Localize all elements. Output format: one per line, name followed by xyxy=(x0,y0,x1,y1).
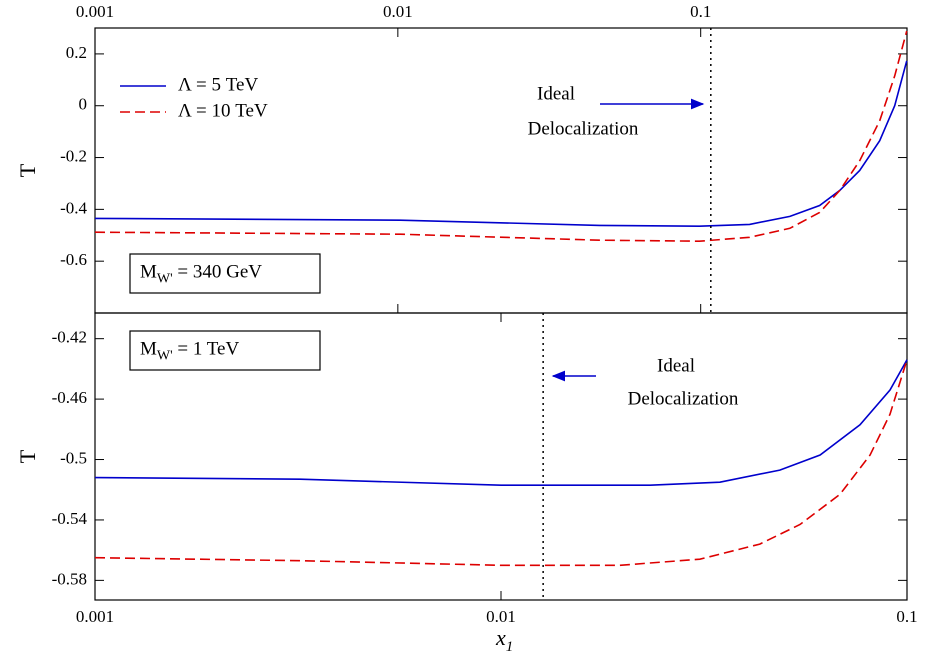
y-tick-label: -0.58 xyxy=(52,569,87,588)
mass-label-main: M xyxy=(140,339,157,360)
y-tick-label: -0.42 xyxy=(52,328,87,347)
label-box xyxy=(129,330,321,371)
y-axis-label: T xyxy=(15,449,40,463)
y-tick-label: 0 xyxy=(79,95,88,114)
x-tick-label: 0.1 xyxy=(896,607,917,626)
mass-label: MW' = 1 TeV xyxy=(140,339,239,364)
series-line xyxy=(94,359,908,486)
x-tick-label: 0.001 xyxy=(76,607,114,626)
mass-label-sub: W' xyxy=(157,272,173,287)
annotation: Ideal xyxy=(657,355,695,376)
y-tick-label: -0.2 xyxy=(60,146,87,165)
mass-label-rest: = 340 GeV xyxy=(173,262,263,283)
mass-label-rest: = 1 TeV xyxy=(173,339,240,360)
mass-label-sub: W' xyxy=(157,349,173,364)
x-axis-label: x1 xyxy=(495,625,513,655)
mass-label: MW' = 340 GeV xyxy=(140,262,262,287)
annotation: Delocalization xyxy=(628,388,739,409)
y-tick-label: 0.2 xyxy=(66,43,87,62)
x-tick-label: 0.001 xyxy=(76,2,114,21)
x-tick-label: 0.1 xyxy=(690,2,711,21)
series-line xyxy=(94,359,908,567)
y-tick-label: -0.54 xyxy=(52,509,88,528)
legend-label: Λ = 10 TeV xyxy=(178,100,268,121)
label-box xyxy=(129,253,321,294)
y-tick-label: -0.6 xyxy=(60,250,87,269)
x-axis-label-main: x xyxy=(495,625,506,650)
annotation: Ideal xyxy=(537,83,575,104)
y-axis-label: T xyxy=(15,163,40,177)
y-tick-label: -0.4 xyxy=(60,198,87,217)
x-tick-label: 0.01 xyxy=(486,607,516,626)
y-tick-label: -0.5 xyxy=(60,448,87,467)
x-tick-label: 0.01 xyxy=(383,2,413,21)
legend-label: Λ = 5 TeV xyxy=(178,74,258,95)
series-line xyxy=(94,60,908,228)
x-axis-label-sub: 1 xyxy=(506,639,514,655)
mass-label-main: M xyxy=(140,262,157,283)
series-line xyxy=(94,30,908,243)
y-tick-label: -0.46 xyxy=(52,388,87,407)
annotation: Delocalization xyxy=(528,118,639,139)
